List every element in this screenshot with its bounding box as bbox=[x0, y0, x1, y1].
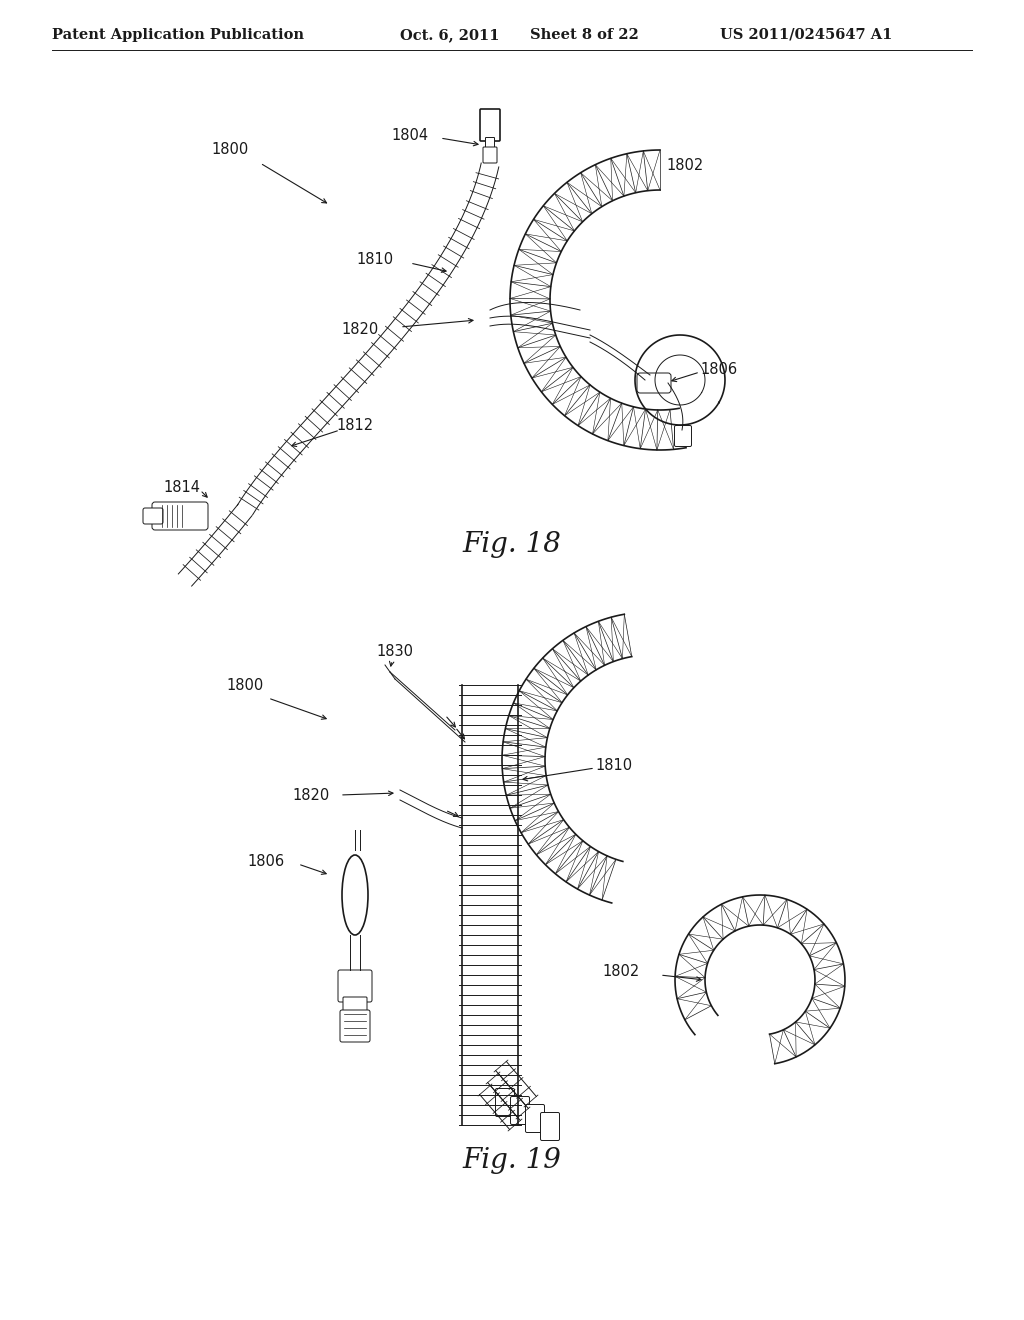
Text: Fig. 18: Fig. 18 bbox=[463, 532, 561, 558]
Text: 1814: 1814 bbox=[163, 480, 200, 495]
FancyBboxPatch shape bbox=[340, 1010, 370, 1041]
Text: 1820: 1820 bbox=[341, 322, 379, 338]
FancyBboxPatch shape bbox=[485, 137, 495, 150]
FancyBboxPatch shape bbox=[343, 997, 367, 1012]
FancyBboxPatch shape bbox=[143, 508, 163, 524]
FancyBboxPatch shape bbox=[511, 1097, 529, 1125]
Text: 1804: 1804 bbox=[391, 128, 429, 143]
Text: 1800: 1800 bbox=[226, 677, 263, 693]
FancyBboxPatch shape bbox=[675, 425, 691, 446]
FancyBboxPatch shape bbox=[480, 110, 500, 141]
Text: 1810: 1810 bbox=[356, 252, 393, 268]
FancyBboxPatch shape bbox=[496, 1089, 514, 1117]
Text: 1806: 1806 bbox=[700, 363, 737, 378]
FancyBboxPatch shape bbox=[483, 147, 497, 162]
FancyBboxPatch shape bbox=[525, 1105, 545, 1133]
Text: US 2011/0245647 A1: US 2011/0245647 A1 bbox=[720, 28, 892, 42]
Text: 1820: 1820 bbox=[293, 788, 330, 803]
Text: 1806: 1806 bbox=[248, 854, 285, 870]
Ellipse shape bbox=[342, 855, 368, 935]
Text: 1802: 1802 bbox=[603, 965, 640, 979]
Text: 1830: 1830 bbox=[377, 644, 414, 660]
FancyBboxPatch shape bbox=[338, 970, 372, 1002]
Text: 1802: 1802 bbox=[667, 157, 703, 173]
Text: Sheet 8 of 22: Sheet 8 of 22 bbox=[530, 28, 639, 42]
FancyBboxPatch shape bbox=[152, 502, 208, 531]
FancyBboxPatch shape bbox=[541, 1113, 559, 1140]
Text: 1812: 1812 bbox=[337, 417, 374, 433]
Text: Fig. 19: Fig. 19 bbox=[463, 1147, 561, 1173]
Text: Oct. 6, 2011: Oct. 6, 2011 bbox=[400, 28, 500, 42]
FancyBboxPatch shape bbox=[637, 374, 671, 393]
Text: Patent Application Publication: Patent Application Publication bbox=[52, 28, 304, 42]
Text: 1800: 1800 bbox=[211, 143, 249, 157]
Text: 1810: 1810 bbox=[595, 758, 632, 772]
